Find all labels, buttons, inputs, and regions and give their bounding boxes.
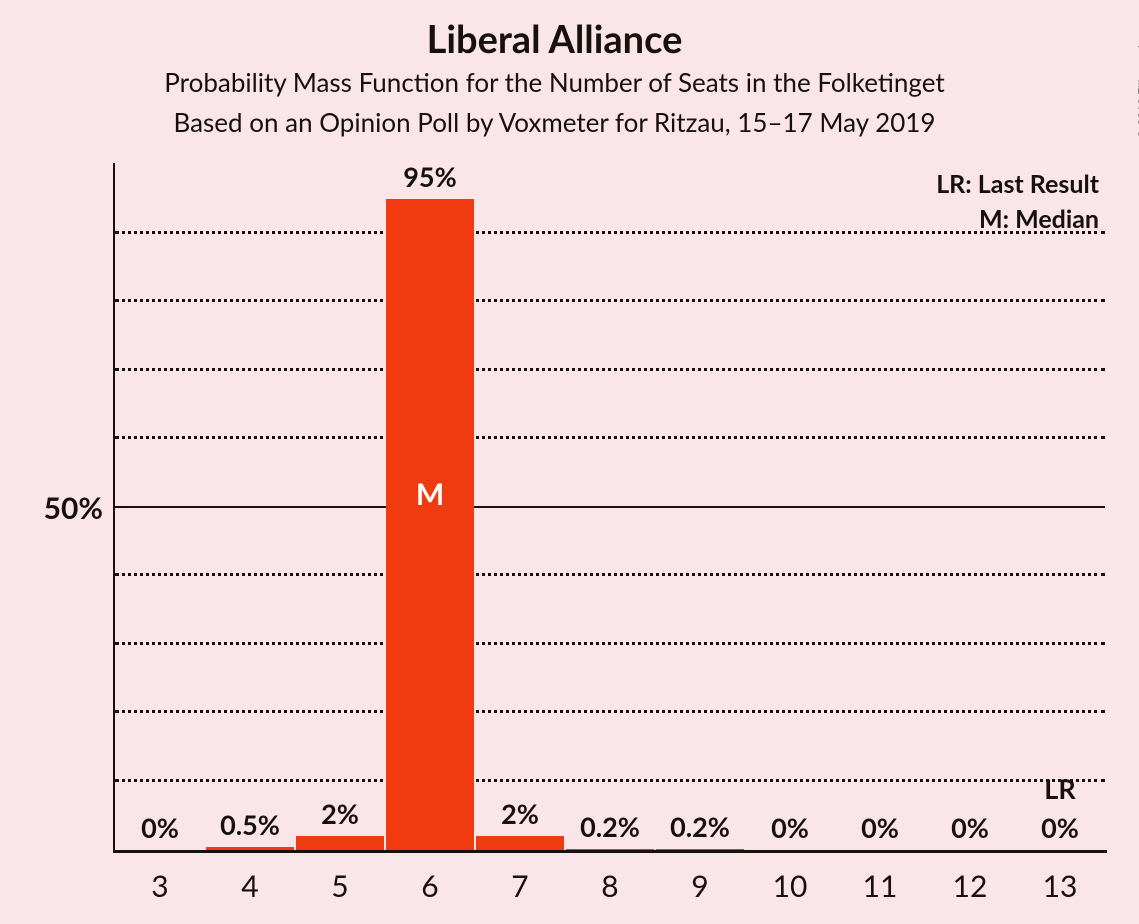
y-axis [113,163,116,852]
bar [476,836,564,850]
bar-value-label: 0% [771,811,809,844]
bar-value-label: 2% [501,797,539,830]
gridline-minor [115,436,1105,439]
x-tick-label: 13 [1043,868,1078,904]
bar-value-label: 0% [951,811,989,844]
bar-value-label: 0.2% [580,810,640,843]
x-tick-label: 7 [511,868,528,904]
subtitle1-text: Probability Mass Function for the Number… [164,66,944,98]
chart-container: Liberal Alliance Probability Mass Functi… [0,0,1139,924]
gridline-minor [115,368,1105,371]
x-tick-label: 9 [691,868,708,904]
x-tick-label: 5 [331,868,348,904]
bar-value-label: 2% [321,797,359,830]
x-tick-label: 3 [151,868,168,904]
x-tick-label: 12 [953,868,988,904]
plot-area: 50%0%30.5%42%595%6M2%70.2%80.2%90%100%11… [115,165,1105,850]
x-tick-label: 8 [601,868,618,904]
gridline-minor [115,231,1105,234]
x-tick-label: 6 [421,868,438,904]
gridline-minor [115,779,1105,782]
title-text: Liberal Alliance [427,16,683,62]
bar [296,836,384,850]
subtitle2-text: Based on an Opinion Poll by Voxmeter for… [174,106,936,138]
copyright-text: © 2019 Filip van Laenen [1135,10,1139,139]
bar-value-label: 0% [1041,811,1079,844]
x-tick-label: 11 [863,868,898,904]
bar-value-label: 95% [403,160,456,193]
last-result-marker: LR [1044,772,1075,805]
gridline-minor [115,573,1105,576]
legend-median: M: Median [979,204,1099,234]
bar-value-label: 0.5% [220,808,280,841]
x-tick-label: 4 [241,868,258,904]
bar-value-label: 0.2% [670,810,730,843]
x-tick-label: 10 [773,868,808,904]
legend-lr: LR: Last Result [936,169,1099,199]
median-marker: M [416,476,444,512]
copyright-label: © 2019 Filip van Laenen [1135,10,1139,139]
bar [386,199,474,850]
chart-title: Liberal Alliance [0,16,1109,62]
gridline-major [115,506,1105,508]
bar-value-label: 0% [141,811,179,844]
gridline-minor [115,710,1105,713]
bar-value-label: 0% [861,811,899,844]
chart-subtitle-2: Based on an Opinion Poll by Voxmeter for… [0,106,1109,138]
gridline-minor [115,299,1105,302]
y-tick-label: 50% [44,490,103,526]
chart-subtitle-1: Probability Mass Function for the Number… [0,66,1109,98]
x-axis [113,850,1107,853]
gridline-minor [115,642,1105,645]
